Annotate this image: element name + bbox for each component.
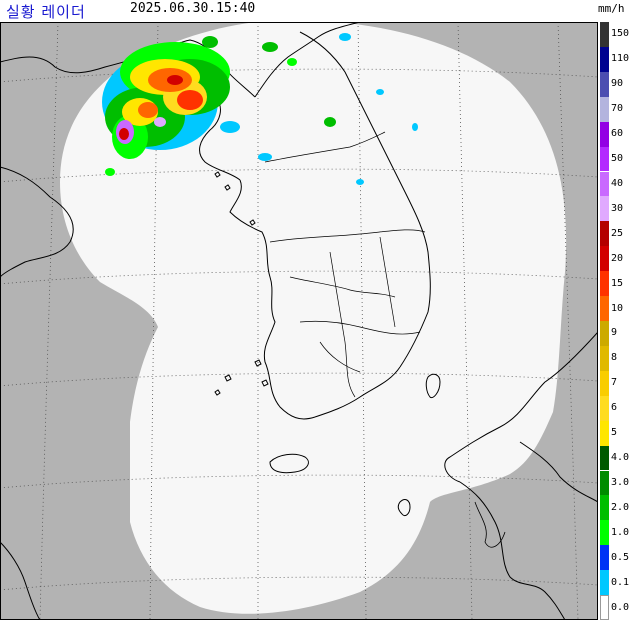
legend-label: 50 (611, 153, 624, 165)
legend-swatch (600, 146, 609, 172)
legend-label: 110 (611, 53, 630, 65)
legend-label: 8 (611, 352, 618, 364)
legend-swatch (600, 321, 609, 346)
unit-label: mm/h (598, 2, 625, 15)
legend-label: 30 (611, 202, 624, 214)
legend-swatch (600, 46, 609, 72)
legend-label: 7 (611, 377, 618, 389)
legend-swatch (600, 470, 609, 496)
legend-swatch (600, 545, 609, 571)
timestamp: 2025.06.30.15:40 (130, 1, 256, 16)
legend-label: 40 (611, 177, 624, 189)
legend-swatch (600, 570, 609, 596)
legend-swatch (600, 22, 609, 47)
legend-label: 4.0 (611, 452, 630, 464)
legend-swatch (600, 495, 609, 521)
legend-label: 6 (611, 402, 618, 414)
precipitation-legend: 150 110 90 70 60 50 40 30 25 20 15 10 9 8 7 6 5 4.0 3.0 2.0… (598, 22, 635, 620)
legend-swatch (600, 71, 609, 97)
coastlines (0, 22, 598, 620)
legend-label: 15 (611, 277, 624, 289)
legend-label: 0.1 (611, 576, 630, 588)
legend-label: 20 (611, 252, 624, 264)
legend-label: 1.0 (611, 526, 630, 538)
legend-swatch (600, 520, 609, 546)
legend-label: 70 (611, 103, 624, 115)
radar-map[interactable] (0, 22, 598, 620)
legend-swatch (600, 445, 609, 471)
legend-swatch (600, 370, 609, 396)
legend-swatch (600, 196, 609, 222)
legend-swatch (600, 595, 609, 620)
legend-label: 90 (611, 78, 624, 90)
page-title: 실황 레이더 (6, 3, 86, 21)
legend-swatch (600, 96, 609, 122)
radar-echoes (102, 33, 418, 185)
legend-label: 5 (611, 427, 618, 439)
legend-label: 150 (611, 28, 630, 40)
legend-swatch (600, 171, 609, 197)
legend-swatch (600, 296, 609, 321)
legend-label: 0.0 (611, 601, 630, 613)
legend-label: 2.0 (611, 501, 630, 513)
legend-swatch (600, 420, 609, 446)
legend-swatch (600, 395, 609, 421)
legend-swatch (600, 345, 609, 371)
legend-label: 25 (611, 227, 624, 239)
coverage-area (60, 22, 567, 614)
legend-label: 0.5 (611, 551, 630, 563)
legend-label: 60 (611, 128, 624, 140)
legend-swatch (600, 121, 609, 147)
grid-lines (0, 22, 598, 620)
legend-swatch (600, 246, 609, 272)
legend-swatch (600, 221, 609, 247)
legend-label: 9 (611, 327, 618, 339)
legend-label: 10 (611, 302, 624, 314)
legend-swatch (600, 271, 609, 297)
legend-label: 3.0 (611, 476, 630, 488)
